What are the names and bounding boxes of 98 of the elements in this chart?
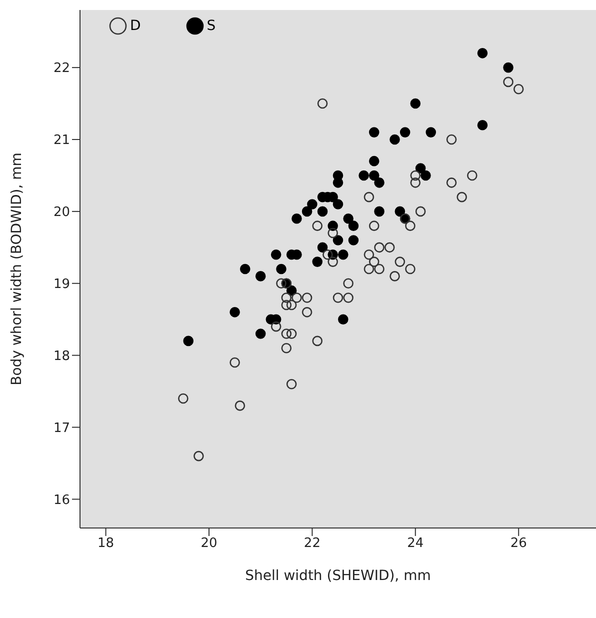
point (368, 127, 380, 138)
point (384, 242, 395, 253)
point (317, 98, 328, 109)
x-tick-label: 26 (510, 536, 527, 552)
point (286, 378, 297, 390)
y-tick-label: 21 (53, 133, 70, 148)
point (503, 76, 514, 88)
point (420, 170, 431, 181)
point (302, 292, 312, 303)
point (312, 336, 323, 346)
y-axis-title: Body whorl width (BODWID), mm (8, 152, 25, 386)
point (292, 213, 302, 224)
point (281, 342, 292, 354)
point (467, 170, 478, 181)
point (426, 127, 436, 138)
x-axis-title: Shell width (SHEWID), mm (245, 568, 431, 584)
point (364, 249, 374, 260)
point (312, 220, 323, 231)
point (358, 170, 369, 181)
x-tick-label: 20 (200, 536, 218, 552)
point (276, 278, 286, 289)
point (332, 292, 344, 303)
legend-label: D (130, 18, 141, 34)
point (194, 450, 204, 462)
point (364, 192, 374, 202)
point (240, 264, 250, 274)
point (477, 120, 488, 130)
point (332, 199, 344, 210)
y-tick-label: 17 (53, 420, 70, 436)
point (410, 98, 421, 109)
y-tick-label: 18 (53, 348, 70, 364)
point (270, 249, 282, 260)
point (374, 178, 384, 188)
point (230, 307, 240, 318)
point (338, 249, 348, 260)
point (394, 256, 406, 267)
y-tick-label: 16 (53, 492, 70, 508)
point (178, 393, 188, 404)
point (368, 220, 380, 231)
point (405, 264, 416, 274)
y-tick-label: 19 (53, 277, 70, 292)
point (332, 235, 344, 246)
point (368, 156, 380, 166)
point (410, 178, 421, 188)
point (415, 206, 426, 217)
point (390, 271, 400, 282)
point (374, 206, 384, 217)
point (503, 62, 514, 73)
point (255, 328, 266, 339)
point (368, 170, 380, 181)
point (446, 178, 457, 188)
point (456, 192, 467, 202)
point (312, 256, 323, 267)
point (374, 264, 384, 274)
point (348, 220, 359, 231)
point (307, 199, 318, 210)
legend-label: S (206, 18, 216, 34)
point (302, 307, 312, 318)
point (183, 336, 194, 346)
point (405, 220, 416, 231)
point (374, 242, 384, 253)
point (338, 314, 348, 325)
point (270, 321, 282, 332)
point (322, 249, 333, 260)
point (513, 84, 524, 94)
point (343, 213, 354, 224)
y-tick-label: 20 (53, 205, 70, 220)
point (410, 170, 421, 181)
y-tick-label: 22 (53, 61, 70, 76)
point (343, 292, 354, 303)
point (281, 292, 292, 303)
point (332, 178, 344, 188)
point (234, 400, 246, 411)
point (317, 206, 328, 217)
point (317, 242, 328, 253)
point (230, 357, 240, 368)
x-tick-label: 22 (304, 536, 320, 552)
point (446, 134, 457, 145)
point (302, 206, 312, 217)
point (343, 278, 354, 289)
point (286, 328, 297, 339)
point (368, 256, 380, 267)
point (255, 271, 266, 282)
point (286, 300, 297, 310)
point (328, 256, 338, 267)
point (328, 228, 338, 238)
point (477, 48, 488, 58)
point (400, 127, 410, 138)
point (281, 328, 292, 339)
x-tick-label: 24 (407, 536, 424, 552)
point (348, 235, 359, 246)
x-tick-label: 18 (98, 536, 114, 552)
point (276, 264, 286, 274)
point (292, 292, 302, 303)
point (394, 206, 406, 217)
point (364, 264, 374, 274)
point (390, 134, 400, 145)
point (281, 300, 292, 310)
